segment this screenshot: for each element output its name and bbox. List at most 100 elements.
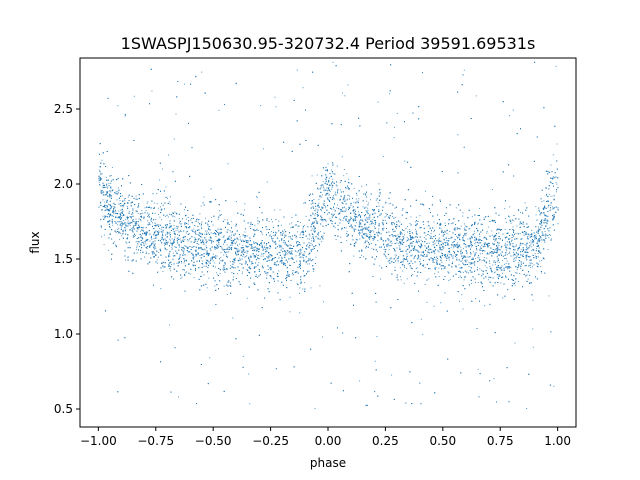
data-point [136, 247, 138, 249]
data-point [489, 266, 491, 267]
data-point [103, 234, 105, 236]
data-point [445, 242, 447, 244]
data-point [424, 256, 426, 258]
data-point [554, 176, 556, 178]
data-point [494, 252, 496, 253]
data-point [112, 224, 114, 226]
data-point [460, 271, 461, 273]
data-point [394, 207, 396, 209]
data-point [241, 273, 243, 275]
data-point [525, 257, 527, 259]
data-point [273, 209, 275, 211]
data-point [486, 267, 488, 269]
data-point [268, 221, 270, 222]
data-point [513, 258, 515, 260]
data-point [475, 95, 477, 97]
data-point [411, 245, 412, 247]
data-point [108, 204, 110, 206]
data-point [368, 202, 370, 204]
data-point [444, 231, 446, 233]
data-point [168, 255, 169, 256]
data-point [494, 240, 496, 242]
data-point [433, 221, 435, 223]
data-point [371, 247, 373, 249]
data-point [475, 258, 477, 260]
data-point [541, 272, 543, 274]
data-point [468, 266, 470, 267]
data-point [350, 216, 352, 218]
data-point [542, 208, 544, 210]
data-point [220, 214, 222, 216]
data-point [323, 187, 325, 189]
data-point [535, 255, 537, 257]
data-point [357, 200, 359, 202]
data-point [448, 259, 450, 261]
data-point [127, 220, 129, 222]
data-point [380, 238, 382, 240]
data-point [484, 242, 486, 244]
data-point [511, 240, 512, 242]
data-point [147, 215, 148, 217]
data-point [322, 181, 324, 182]
data-point [361, 185, 363, 187]
data-point [156, 272, 158, 273]
data-point [208, 261, 210, 263]
data-point [139, 227, 141, 229]
data-point [197, 234, 199, 235]
data-point [547, 215, 549, 217]
data-point [100, 174, 102, 176]
data-point [223, 235, 225, 237]
data-point [105, 177, 107, 178]
data-point [177, 229, 179, 231]
data-point [104, 204, 106, 206]
data-point [215, 236, 217, 237]
data-point [239, 249, 241, 251]
data-point [462, 237, 464, 239]
data-point [183, 253, 185, 255]
data-point [214, 285, 216, 287]
data-point [383, 249, 385, 250]
data-point [204, 253, 206, 255]
data-point [112, 208, 114, 210]
data-point [140, 252, 141, 254]
data-point [456, 226, 458, 228]
data-point [107, 213, 109, 215]
data-point [483, 217, 485, 219]
data-point [535, 236, 537, 238]
data-point [233, 241, 235, 243]
data-point [311, 228, 313, 230]
data-point [480, 282, 482, 284]
data-point [246, 252, 248, 254]
data-point [141, 242, 143, 244]
data-point [155, 247, 157, 249]
data-point [526, 274, 528, 276]
data-point [231, 272, 233, 273]
data-point [502, 259, 504, 261]
data-point [471, 216, 473, 218]
data-point [234, 238, 236, 240]
data-point [206, 254, 208, 256]
data-point [520, 212, 521, 214]
data-point [115, 244, 116, 246]
data-point [337, 188, 339, 190]
data-point [500, 247, 502, 249]
data-point [156, 262, 158, 264]
data-point [107, 203, 109, 205]
data-point [353, 255, 355, 257]
data-point [433, 231, 435, 233]
data-point [194, 236, 196, 238]
data-point [244, 263, 246, 265]
data-point [493, 378, 495, 380]
data-point [268, 235, 270, 237]
data-point [220, 257, 222, 259]
data-point [533, 241, 535, 243]
data-point [271, 277, 273, 279]
data-point [321, 194, 323, 196]
data-point [160, 206, 161, 208]
data-point [487, 279, 489, 281]
data-point [536, 248, 537, 250]
data-point [497, 266, 499, 268]
data-point [174, 241, 175, 243]
data-point [262, 248, 264, 250]
data-point [239, 257, 241, 259]
